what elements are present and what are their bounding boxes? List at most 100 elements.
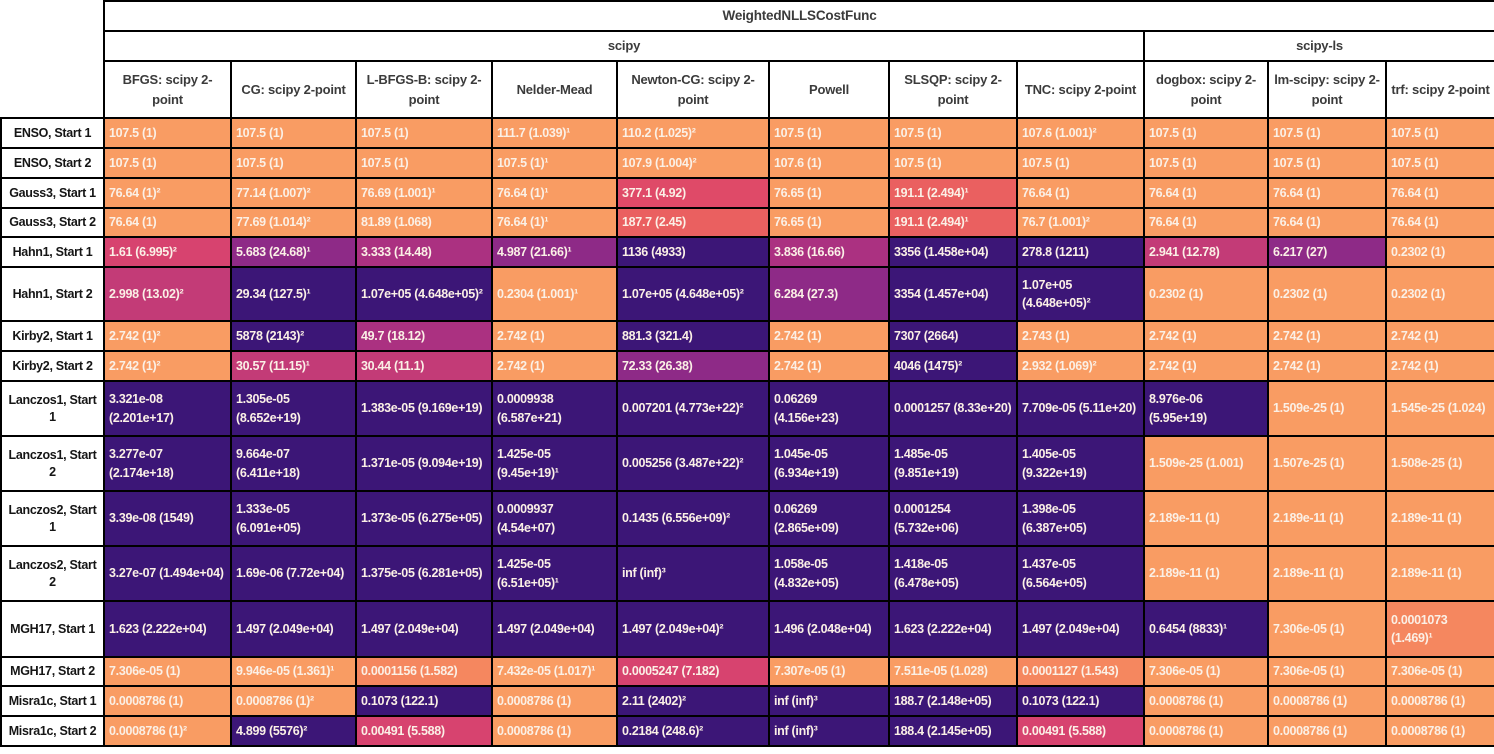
- table-cell: 1.509e-25 (1): [1267, 380, 1387, 437]
- table-cell: 72.33 (26.38): [616, 350, 770, 382]
- table-cell: 2.998 (13.02)²: [103, 266, 232, 322]
- table-cell: 1.398e-05 (6.387e+05): [1016, 490, 1145, 547]
- table-cell: 107.5 (1): [103, 147, 232, 179]
- table-cell: 107.6 (1.001)²: [1016, 117, 1145, 149]
- table-cell: 7.432e-05 (1.017)¹: [491, 656, 618, 687]
- table-cell: 1.497 (2.049e+04): [491, 600, 618, 658]
- table-cell: 1.425e-05 (9.45e+19)¹: [491, 435, 618, 492]
- table-cell: 0.00491 (5.588): [1016, 715, 1145, 747]
- table-cell: 1.058e-05 (4.832e+05): [768, 545, 890, 602]
- table-cell: 0.0008786 (1): [1143, 715, 1269, 747]
- table-cell: 0.0001257 (8.33e+20): [888, 380, 1018, 437]
- table-cell: 1.496 (2.048e+04): [768, 600, 890, 658]
- table-cell: 30.44 (11.1): [355, 350, 493, 382]
- row-label: Kirby2, Start 1: [0, 320, 105, 352]
- row-label: Lanczos1, Start 1: [0, 380, 105, 437]
- table-cell: 2.189e-11 (1): [1384, 490, 1494, 547]
- table-cell: 6.284 (27.3): [768, 266, 890, 322]
- table-cell: 7.709e-05 (5.11e+20): [1016, 380, 1145, 437]
- table-row: ENSO, Start 2 107.5 (1) 107.5 (1) 107.5 (1)…: [0, 147, 1494, 179]
- group-header-scipy: scipy: [103, 30, 1145, 62]
- table-cell: 7.306e-05 (1): [1267, 600, 1387, 658]
- table-cell: 2.189e-11 (1): [1267, 490, 1387, 547]
- table-cell: 107.5 (1)¹: [491, 147, 618, 179]
- table-cell: 107.5 (1): [1267, 147, 1387, 179]
- table-cell: 1.69e-06 (7.72e+04): [230, 545, 357, 602]
- table-cell: 1.497 (2.049e+04)²: [616, 600, 770, 658]
- table-row: Lanczos1, Start 1 3.321e-08 (2.201e+17) 1.…: [0, 380, 1494, 437]
- table-cell: 2.189e-11 (1): [1143, 545, 1269, 602]
- table-cell: 191.1 (2.494)¹: [888, 207, 1018, 238]
- table-row: Hahn1, Start 1 1.61 (6.995)² 5.683 (24.68)…: [0, 236, 1494, 268]
- table-cell: 0.0001127 (1.543): [1016, 656, 1145, 687]
- table-cell: 0.6454 (8833)¹: [1143, 600, 1269, 658]
- row-label: Hahn1, Start 1: [0, 236, 105, 268]
- table-cell: 9.946e-05 (1.361)¹: [230, 656, 357, 687]
- table-cell: 76.65 (1): [768, 207, 890, 238]
- row-label: Gauss3, Start 2: [0, 207, 105, 238]
- table-row: Lanczos2, Start 1 3.39e-08 (1549) 1.333e-0…: [0, 490, 1494, 547]
- table-cell: 1.497 (2.049e+04): [355, 600, 493, 658]
- table-cell: 107.5 (1): [1016, 147, 1145, 179]
- row-label: Kirby2, Start 2: [0, 350, 105, 382]
- table-cell: 0.0005247 (7.182): [616, 656, 770, 687]
- table-cell: 7.306e-05 (1): [103, 656, 232, 687]
- table-cell: 0.0001156 (1.582): [355, 656, 493, 687]
- table-cell: 0.2184 (248.6)²: [616, 715, 770, 747]
- table-cell: 1.508e-25 (1): [1384, 435, 1494, 492]
- column-header-row: BFGS: scipy 2-point CG: scipy 2-point L-BF…: [1, 60, 1494, 119]
- table-cell: inf (inf)³: [768, 685, 890, 717]
- table-row: Misra1c, Start 2 0.0008786 (1)² 4.899 (557…: [0, 715, 1494, 747]
- table-cell: 0.0001073 (1.469)¹: [1384, 600, 1494, 658]
- table-cell: 0.0008786 (1)²: [103, 715, 232, 747]
- table-cell: 2.742 (1): [768, 320, 890, 352]
- table-cell: 7.307e-05 (1): [768, 656, 890, 687]
- table-cell: 0.007201 (4.773e+22)²: [616, 380, 770, 437]
- table-cell: 0.1435 (6.556e+09)²: [616, 490, 770, 547]
- table-cell: 0.0009937 (4.54e+07): [491, 490, 618, 547]
- table-cell: 107.5 (1): [103, 117, 232, 149]
- table-cell: 76.64 (1): [1143, 177, 1269, 209]
- table-cell: 7.511e-05 (1.028): [888, 656, 1018, 687]
- row-label: Misra1c, Start 2: [0, 715, 105, 747]
- table-cell: 7.306e-05 (1): [1267, 656, 1387, 687]
- table-cell: 0.2304 (1.001)¹: [491, 266, 618, 322]
- table-cell: 1.375e-05 (6.281e+05): [355, 545, 493, 602]
- table-row: Lanczos1, Start 2 3.277e-07 (2.174e+18) 9.…: [0, 435, 1494, 492]
- table-cell: 76.64 (1): [1016, 177, 1145, 209]
- table-row: MGH17, Start 2 7.306e-05 (1) 9.946e-05 (1.…: [0, 656, 1494, 687]
- column-header: dogbox: scipy 2-point: [1143, 60, 1269, 119]
- row-label: Gauss3, Start 1: [0, 177, 105, 209]
- corner-spacer: [1, 1, 104, 118]
- table-cell: 30.57 (11.15)¹: [230, 350, 357, 382]
- table-cell: 0.06269 (4.156e+23): [768, 380, 890, 437]
- table-cell: 76.64 (1): [103, 207, 232, 238]
- table-cell: 3.27e-07 (1.494e+04): [103, 545, 232, 602]
- table-cell: 76.65 (1): [768, 177, 890, 209]
- table-row: Misra1c, Start 1 0.0008786 (1) 0.0008786 (…: [0, 685, 1494, 717]
- row-label: ENSO, Start 2: [0, 147, 105, 179]
- column-header: BFGS: scipy 2-point: [103, 60, 232, 119]
- table-cell: 0.0009938 (6.587e+21): [491, 380, 618, 437]
- table-cell: 1.383e-05 (9.169e+19): [355, 380, 493, 437]
- table-cell: 2.742 (1)²: [103, 350, 232, 382]
- table-cell: 0.0008786 (1): [1384, 685, 1494, 717]
- row-label: MGH17, Start 1: [0, 600, 105, 658]
- table-cell: 3.333 (14.48): [355, 236, 493, 268]
- table-cell: 0.2302 (1): [1143, 266, 1269, 322]
- table-cell: 2.742 (1): [1267, 320, 1387, 352]
- table-cell: 1.305e-05 (8.652e+19): [230, 380, 357, 437]
- table-cell: 0.1073 (122.1): [1016, 685, 1145, 717]
- table-row: MGH17, Start 1 1.623 (2.222e+04) 1.497 (2.…: [0, 600, 1494, 658]
- table-cell: 0.0008786 (1): [103, 685, 232, 717]
- table-cell: 29.34 (127.5)¹: [230, 266, 357, 322]
- column-header: Newton-CG: scipy 2-point: [616, 60, 770, 119]
- table-cell: 1.497 (2.049e+04): [1016, 600, 1145, 658]
- table-cell: 2.189e-11 (1): [1267, 545, 1387, 602]
- table-cell: 1.07e+05 (4.648e+05)²: [616, 266, 770, 322]
- table-cell: 107.5 (1): [230, 117, 357, 149]
- row-label: MGH17, Start 2: [0, 656, 105, 687]
- table-cell: 1.371e-05 (9.094e+19): [355, 435, 493, 492]
- table-cell: 1.497 (2.049e+04): [230, 600, 357, 658]
